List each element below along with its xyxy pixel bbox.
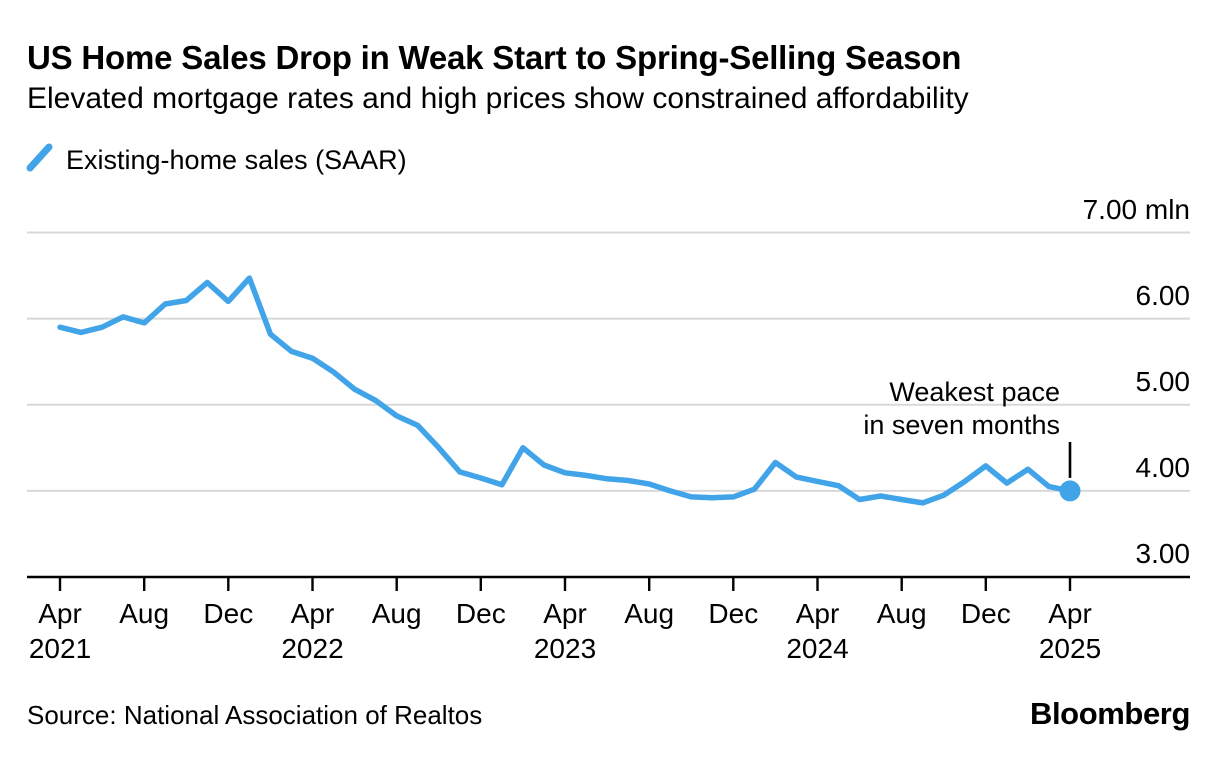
y-axis-label-3: 3.00 <box>1135 538 1191 569</box>
bloomberg-logo: Bloomberg <box>1029 696 1190 731</box>
x-axis-month-label: Apr <box>38 598 82 629</box>
x-axis-month-label: Apr <box>1048 598 1092 629</box>
legend: Existing-home sales (SAAR) <box>26 143 407 178</box>
chart-title: US Home Sales Drop in Weak Start to Spri… <box>27 39 962 76</box>
x-axis-month-label: Apr <box>543 598 587 629</box>
x-axis-year-label: 2023 <box>533 633 597 664</box>
legend-label: Existing-home sales (SAAR) <box>66 144 407 175</box>
y-axis-label-4: 4.00 <box>1135 451 1191 483</box>
x-axis-year-label: 2024 <box>786 633 849 664</box>
x-axis-month-label: Apr <box>290 598 335 629</box>
x-axis-month-label: Aug <box>371 598 422 629</box>
annotation-line-2: in seven months <box>863 410 1060 440</box>
x-axis-month-label: Aug <box>119 598 170 629</box>
x-axis-year-label: 2025 <box>1038 633 1102 664</box>
chart-subtitle: Elevated mortgage rates and high prices … <box>27 82 969 115</box>
y-axis-label-5: 5.00 <box>1135 365 1191 397</box>
annotation-text: Weakest pace in seven months <box>863 376 1060 442</box>
source-note: Source: National Association of Realtos <box>27 700 483 730</box>
x-axis-month-label: Dec <box>708 598 759 629</box>
x-axis-month-label: Dec <box>455 598 506 629</box>
annotation-line-1: Weakest pace <box>889 377 1060 407</box>
x-axis-year-label: 2021 <box>28 633 92 664</box>
y-axis-label-6: 6.00 <box>1135 279 1191 311</box>
x-axis-year-label: 2022 <box>281 633 344 664</box>
x-axis-month-label: Aug <box>624 598 675 629</box>
last-point-marker <box>1059 480 1081 502</box>
x-axis-month-label: Apr <box>795 598 840 629</box>
x-axis-month-label: Dec <box>203 598 254 629</box>
existing-home-sales-line <box>57 275 1073 506</box>
x-axis-month-label: Dec <box>960 598 1011 629</box>
x-axis-month-label: Aug <box>876 598 927 629</box>
y-axis-label-7: 7.00 mln <box>1082 193 1190 225</box>
legend-slash-icon <box>26 143 53 178</box>
